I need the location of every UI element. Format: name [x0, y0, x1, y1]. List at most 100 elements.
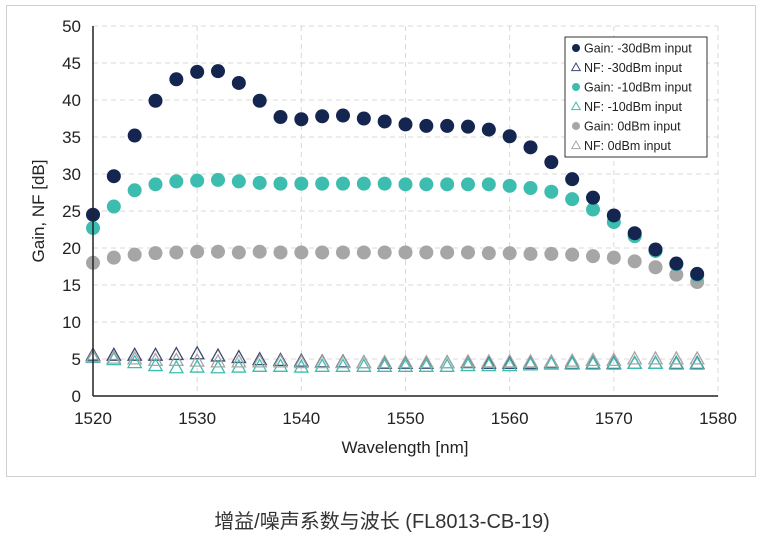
nf-point [356, 354, 372, 369]
gain-point [648, 260, 663, 275]
nf-point [376, 358, 393, 372]
x-tick-label: 1580 [699, 409, 737, 428]
gain-point [606, 250, 621, 265]
nf-point [626, 350, 643, 365]
gain-point [211, 64, 225, 79]
gain-point [356, 176, 371, 191]
gain-point [211, 172, 225, 187]
gain-point [586, 202, 600, 217]
gain-point [190, 64, 205, 79]
nf-point [585, 352, 601, 367]
gain-point [294, 245, 309, 260]
gain-point [481, 246, 496, 261]
gain-point [398, 245, 413, 260]
gain-point [586, 190, 600, 205]
legend-marker-circle [572, 122, 580, 130]
gain-point [502, 246, 517, 261]
nf-point [147, 357, 164, 372]
nf-point [106, 351, 122, 366]
nf-point [231, 349, 247, 364]
gain-point [211, 244, 225, 259]
x-tick-label: 1530 [178, 409, 216, 428]
gain-point [315, 245, 330, 260]
nf-point [626, 355, 643, 369]
legend-marker-circle [572, 44, 580, 52]
gain-point [419, 177, 434, 192]
gain-point [481, 122, 496, 137]
y-tick-label: 25 [62, 202, 81, 221]
nf-point [543, 353, 560, 368]
gain-point [544, 155, 559, 170]
gain-point [148, 246, 163, 261]
gain-point [690, 266, 705, 281]
y-tick-label: 40 [62, 91, 81, 110]
x-tick-label: 1520 [74, 409, 112, 428]
gain-point [565, 172, 580, 187]
gain-point [461, 177, 475, 192]
nf-point [251, 351, 268, 366]
gain-point [127, 128, 142, 143]
nf-point [397, 358, 414, 372]
nf-point [314, 358, 330, 372]
legend-entry: NF: 0dBm input [584, 139, 671, 153]
nf-point [439, 354, 455, 369]
gain-point [127, 247, 142, 262]
gain-point [273, 110, 288, 125]
gain-point [648, 242, 663, 257]
gain-point [481, 177, 496, 192]
nf-point [210, 353, 226, 368]
gain-point [502, 178, 517, 193]
gain-point [627, 254, 642, 269]
gain-point [231, 174, 246, 189]
nf-point [272, 353, 289, 368]
x-tick-label: 1540 [282, 409, 320, 428]
gain-point [294, 112, 309, 127]
gain-point [231, 75, 246, 90]
y-tick-label: 15 [62, 276, 81, 295]
y-tick-label: 35 [62, 128, 81, 147]
gain-point [669, 256, 684, 271]
gain-point [377, 245, 392, 260]
gain-point [398, 177, 413, 192]
nf-point [647, 355, 664, 369]
y-tick-label: 50 [62, 17, 81, 36]
nf-point [147, 346, 164, 361]
gain-point [106, 169, 121, 184]
nf-point [481, 355, 497, 369]
nf-point [418, 358, 435, 372]
gain-point [544, 184, 559, 199]
gain-point [336, 176, 350, 191]
x-tick-label: 1550 [387, 409, 425, 428]
legend-marker-circle [572, 83, 580, 91]
nf-point [418, 354, 435, 369]
gain-point [606, 208, 621, 223]
y-axis-label: Gain, NF [dB] [29, 160, 48, 263]
nf-point [168, 352, 185, 367]
y-tick-label: 45 [62, 54, 81, 73]
gain-point [127, 183, 142, 198]
gain-point [440, 118, 455, 133]
gain-point [377, 176, 392, 191]
gain-point [356, 245, 371, 260]
nf-point [189, 345, 205, 360]
nf-point [126, 350, 143, 365]
nf-point [668, 355, 685, 370]
y-tick-label: 5 [72, 350, 81, 369]
nf-point [439, 358, 455, 372]
nf-point [626, 355, 643, 369]
gain-point [169, 72, 184, 87]
nf-point [147, 352, 164, 367]
gain-point [148, 177, 163, 192]
x-tick-label: 1570 [595, 409, 633, 428]
nf-point [356, 358, 372, 372]
gain-point [586, 249, 600, 264]
nf-point [564, 355, 580, 370]
gain-point [252, 93, 267, 108]
nf-point [689, 350, 705, 365]
y-tick-label: 10 [62, 313, 81, 332]
legend-marker-triangle [570, 100, 582, 111]
nf-point [647, 350, 664, 365]
nf-point [168, 346, 185, 361]
gain-point [440, 245, 455, 260]
